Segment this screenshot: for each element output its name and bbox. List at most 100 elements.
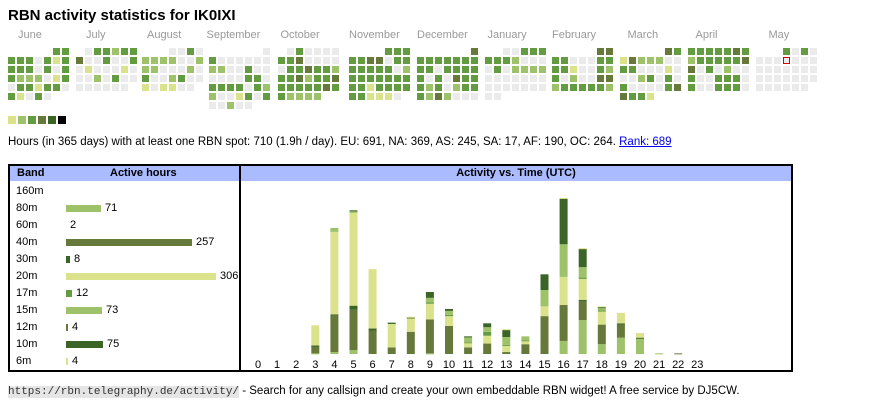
day-cell[interactable]: [444, 93, 451, 100]
day-cell[interactable]: [724, 48, 731, 55]
day-cell[interactable]: [765, 84, 772, 91]
day-cell[interactable]: [444, 84, 451, 91]
day-cell[interactable]: [453, 66, 460, 73]
day-cell[interactable]: [17, 75, 24, 82]
day-cell[interactable]: [801, 75, 808, 82]
day-cell[interactable]: [178, 84, 185, 91]
day-cell[interactable]: [733, 48, 740, 55]
day-cell[interactable]: [169, 66, 176, 73]
day-cell[interactable]: [715, 48, 722, 55]
day-cell[interactable]: [296, 57, 303, 64]
day-cell[interactable]: [218, 57, 225, 64]
day-cell[interactable]: [733, 75, 740, 82]
day-cell[interactable]: [426, 57, 433, 64]
day-cell[interactable]: [462, 66, 469, 73]
day-cell[interactable]: [579, 84, 586, 91]
day-cell[interactable]: [647, 75, 654, 82]
day-cell[interactable]: [471, 66, 478, 73]
day-cell[interactable]: [512, 57, 519, 64]
day-cell[interactable]: [588, 75, 595, 82]
day-cell[interactable]: [263, 48, 270, 55]
day-cell[interactable]: [323, 75, 330, 82]
day-cell[interactable]: [552, 75, 559, 82]
day-cell[interactable]: [638, 93, 645, 100]
day-cell[interactable]: [367, 84, 374, 91]
day-cell[interactable]: [376, 57, 383, 64]
day-cell[interactable]: [287, 93, 294, 100]
day-cell[interactable]: [697, 75, 704, 82]
day-cell[interactable]: [367, 75, 374, 82]
day-cell[interactable]: [638, 66, 645, 73]
day-cell[interactable]: [314, 48, 321, 55]
day-cell[interactable]: [76, 75, 83, 82]
day-cell[interactable]: [394, 75, 401, 82]
day-cell[interactable]: [426, 84, 433, 91]
day-cell[interactable]: [665, 48, 672, 55]
day-cell[interactable]: [103, 75, 110, 82]
day-cell[interactable]: [349, 57, 356, 64]
day-cell[interactable]: [142, 84, 149, 91]
rank-link[interactable]: Rank: 689: [619, 136, 672, 148]
day-cell[interactable]: [160, 66, 167, 73]
day-cell[interactable]: [44, 75, 51, 82]
day-cell[interactable]: [444, 57, 451, 64]
day-cell[interactable]: [227, 84, 234, 91]
day-cell[interactable]: [453, 57, 460, 64]
day-cell[interactable]: [254, 93, 261, 100]
day-cell[interactable]: [620, 57, 627, 64]
day-cell[interactable]: [706, 48, 713, 55]
day-cell[interactable]: [112, 48, 119, 55]
day-cell[interactable]: [656, 57, 663, 64]
day-cell[interactable]: [112, 75, 119, 82]
day-cell[interactable]: [62, 48, 69, 55]
day-cell[interactable]: [385, 48, 392, 55]
day-cell[interactable]: [305, 57, 312, 64]
day-cell[interactable]: [349, 93, 356, 100]
day-cell[interactable]: [512, 66, 519, 73]
day-cell[interactable]: [471, 48, 478, 55]
day-cell[interactable]: [8, 84, 15, 91]
day-cell[interactable]: [245, 57, 252, 64]
day-cell[interactable]: [503, 75, 510, 82]
day-cell[interactable]: [305, 75, 312, 82]
day-cell[interactable]: [462, 75, 469, 82]
day-cell[interactable]: [706, 84, 713, 91]
day-cell[interactable]: [471, 84, 478, 91]
day-cell[interactable]: [76, 84, 83, 91]
day-cell[interactable]: [103, 48, 110, 55]
day-cell[interactable]: [453, 84, 460, 91]
day-cell[interactable]: [332, 66, 339, 73]
day-cell[interactable]: [521, 66, 528, 73]
day-cell[interactable]: [367, 57, 374, 64]
day-cell[interactable]: [314, 57, 321, 64]
day-cell[interactable]: [227, 102, 234, 109]
day-cell[interactable]: [485, 66, 492, 73]
day-cell[interactable]: [287, 75, 294, 82]
day-cell[interactable]: [245, 93, 252, 100]
day-cell[interactable]: [227, 75, 234, 82]
day-cell[interactable]: [724, 84, 731, 91]
day-cell[interactable]: [35, 93, 42, 100]
day-cell[interactable]: [245, 75, 252, 82]
day-cell[interactable]: [196, 66, 203, 73]
day-cell[interactable]: [539, 84, 546, 91]
day-cell[interactable]: [606, 48, 613, 55]
day-cell[interactable]: [323, 66, 330, 73]
day-cell[interactable]: [638, 84, 645, 91]
day-cell[interactable]: [733, 57, 740, 64]
day-cell[interactable]: [638, 57, 645, 64]
day-cell[interactable]: [245, 102, 252, 109]
day-cell[interactable]: [629, 75, 636, 82]
day-cell[interactable]: [112, 84, 119, 91]
day-cell[interactable]: [742, 75, 749, 82]
day-cell[interactable]: [801, 57, 808, 64]
day-cell[interactable]: [35, 75, 42, 82]
day-cell[interactable]: [305, 84, 312, 91]
day-cell[interactable]: [44, 93, 51, 100]
day-cell[interactable]: [494, 57, 501, 64]
day-cell[interactable]: [674, 57, 681, 64]
day-cell[interactable]: [426, 75, 433, 82]
day-cell[interactable]: [209, 75, 216, 82]
day-cell[interactable]: [503, 57, 510, 64]
day-cell[interactable]: [196, 75, 203, 82]
